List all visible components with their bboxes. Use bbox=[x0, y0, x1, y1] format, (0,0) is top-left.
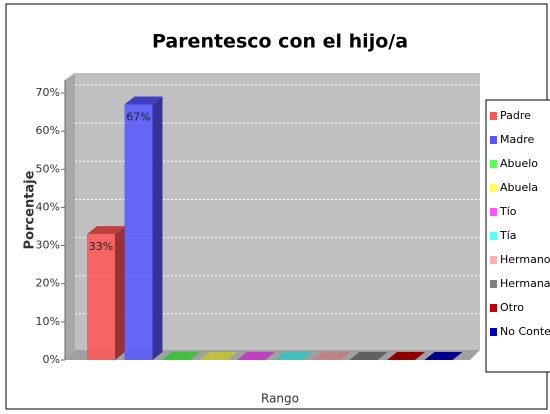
legend-label: Hermana bbox=[500, 277, 550, 290]
legend-swatch bbox=[490, 328, 497, 336]
bar-top bbox=[312, 352, 350, 360]
legend-swatch bbox=[490, 232, 497, 240]
bar bbox=[87, 234, 115, 360]
legend-label: Otro bbox=[500, 301, 524, 314]
back-wall bbox=[75, 73, 480, 350]
y-tick-label: 30% bbox=[36, 239, 60, 252]
bar bbox=[124, 104, 153, 360]
side-wall bbox=[65, 73, 75, 360]
legend-swatch bbox=[490, 304, 497, 312]
bar-top bbox=[349, 352, 388, 360]
y-tick-label: 70% bbox=[36, 86, 60, 99]
bar-top bbox=[424, 352, 463, 360]
legend-label: Tío bbox=[499, 205, 517, 218]
legend-label: Padre bbox=[500, 109, 531, 122]
legend-label: Tía bbox=[499, 229, 517, 242]
y-tick-label: 40% bbox=[36, 200, 60, 213]
legend-label: Abuela bbox=[500, 181, 538, 194]
y-tick-label: 50% bbox=[36, 162, 60, 175]
y-axis-label: Porcentaje bbox=[23, 170, 38, 249]
legend-label: Hermano bbox=[500, 253, 550, 266]
bar-side bbox=[152, 96, 163, 360]
legend-label: Abuelo bbox=[500, 157, 538, 170]
legend-label: Madre bbox=[500, 133, 534, 146]
chart-title: Parentesco con el hijo/a bbox=[152, 31, 408, 53]
legend-swatch bbox=[490, 208, 497, 216]
y-tick-label: 0% bbox=[43, 353, 60, 366]
legend-swatch bbox=[490, 184, 497, 192]
y-tick-label: 20% bbox=[36, 277, 60, 290]
legend-swatch bbox=[490, 160, 497, 168]
data-label: 67% bbox=[126, 110, 150, 123]
legend-swatch bbox=[490, 280, 497, 288]
bar-top bbox=[199, 352, 238, 360]
data-label: 33% bbox=[89, 240, 113, 253]
legend-swatch bbox=[490, 112, 497, 120]
bar-side bbox=[115, 226, 125, 360]
bar-top bbox=[387, 352, 425, 360]
bar-top bbox=[162, 352, 200, 360]
x-axis-label: Rango bbox=[261, 392, 299, 406]
y-tick-label: 10% bbox=[36, 315, 60, 328]
bar-top bbox=[87, 226, 125, 235]
y-tick-label: 60% bbox=[36, 124, 60, 137]
legend-swatch bbox=[490, 136, 497, 144]
bar-top bbox=[237, 352, 275, 360]
legend-swatch bbox=[490, 256, 497, 264]
bar-top bbox=[124, 96, 163, 105]
legend-label: No Contesto bbox=[500, 325, 550, 338]
bar-top bbox=[274, 352, 313, 360]
